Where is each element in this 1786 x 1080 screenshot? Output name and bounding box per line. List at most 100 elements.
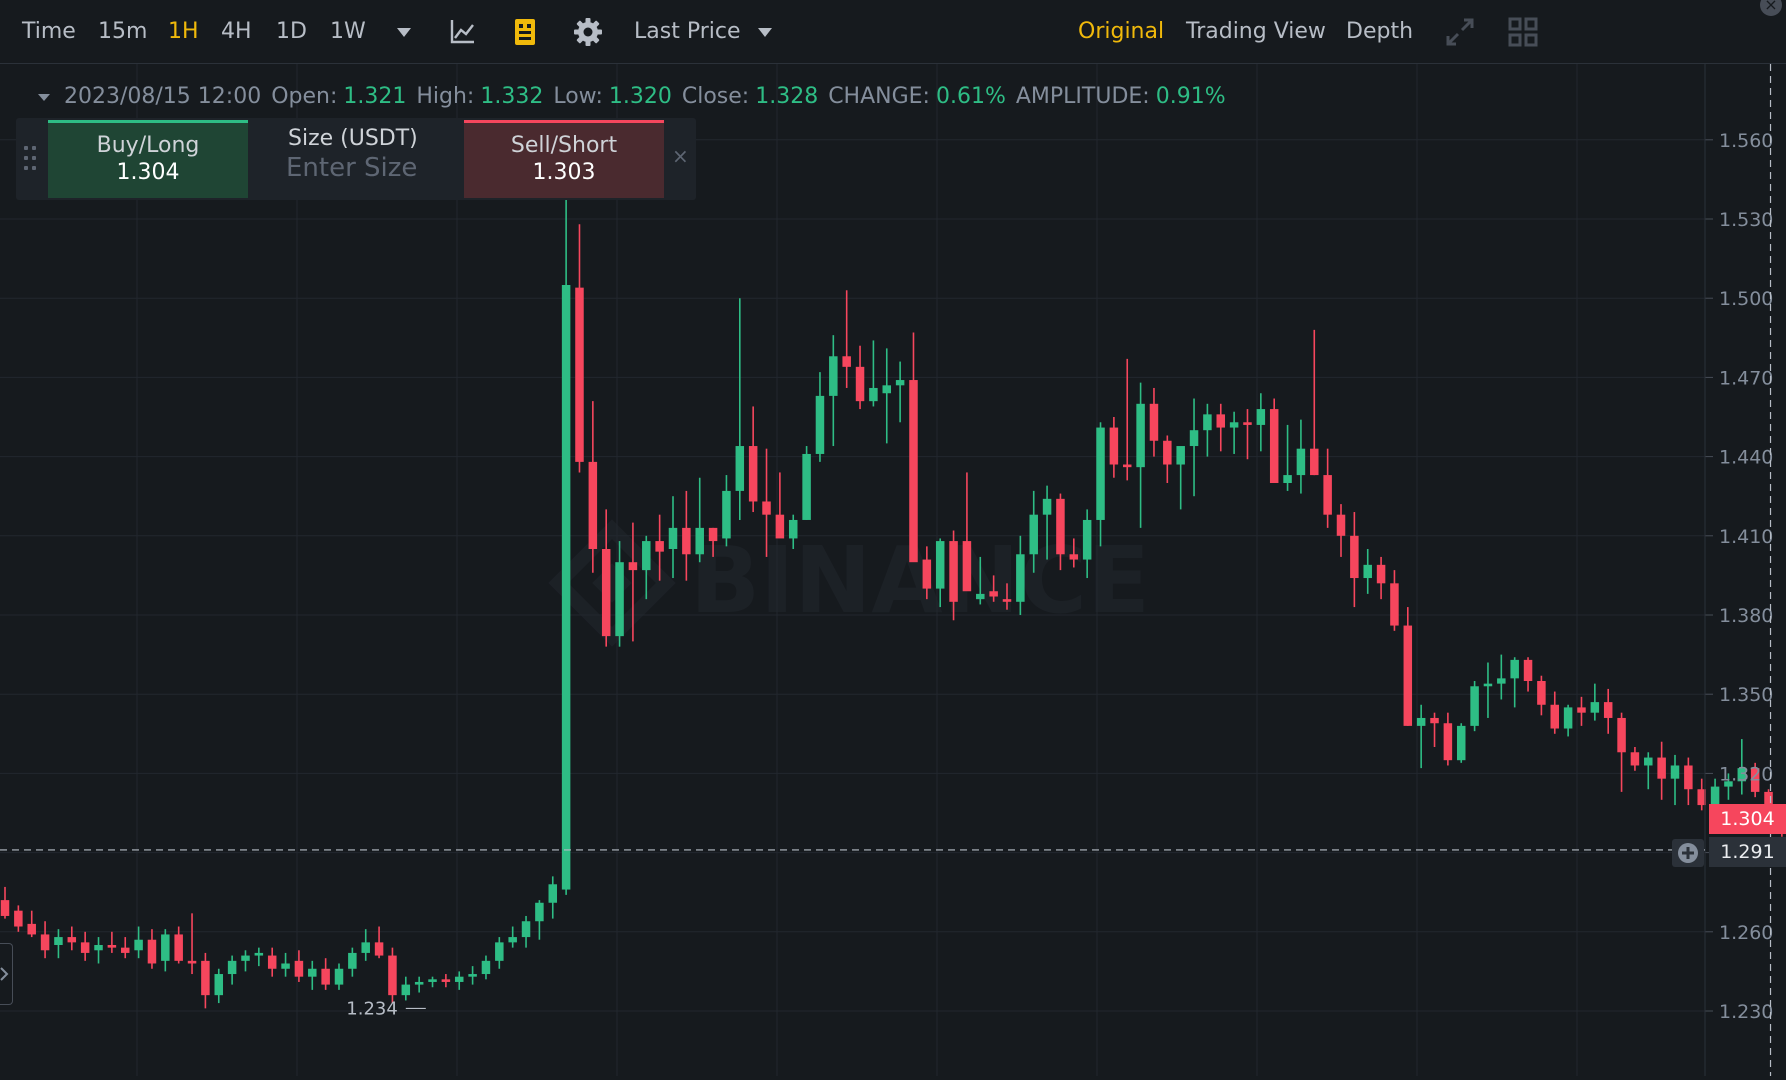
candle[interactable] — [1296, 419, 1306, 494]
candle[interactable] — [642, 535, 651, 600]
candle[interactable] — [1737, 739, 1747, 795]
add-order-plus-icon[interactable] — [1672, 839, 1704, 867]
time-interval-button[interactable]: Time — [22, 19, 76, 44]
candle[interactable] — [561, 145, 571, 895]
candle[interactable] — [174, 926, 183, 964]
candle[interactable] — [682, 490, 691, 581]
candle[interactable] — [80, 931, 90, 961]
candle[interactable] — [815, 372, 825, 462]
candle[interactable] — [1283, 424, 1292, 491]
candle[interactable] — [935, 538, 945, 608]
candle[interactable] — [1203, 403, 1212, 457]
candle[interactable] — [829, 335, 838, 447]
candle[interactable] — [428, 976, 437, 988]
candle[interactable] — [1657, 741, 1666, 800]
candle[interactable] — [254, 947, 264, 967]
candle[interactable] — [1670, 754, 1680, 806]
buy-long-button[interactable]: Buy/Long 1.304 — [48, 120, 248, 198]
candle[interactable] — [962, 472, 972, 592]
candle[interactable] — [1697, 778, 1706, 811]
candle[interactable] — [1497, 654, 1506, 700]
candle[interactable] — [976, 556, 985, 605]
candle[interactable] — [989, 575, 998, 602]
candle[interactable] — [40, 921, 50, 959]
candle[interactable] — [628, 522, 638, 642]
candle[interactable] — [1163, 435, 1172, 483]
candle[interactable] — [14, 905, 23, 932]
candle[interactable] — [1002, 583, 1012, 610]
layout-grid-icon[interactable] — [1505, 14, 1541, 50]
candle[interactable] — [1563, 704, 1573, 737]
fullscreen-icon[interactable] — [1442, 14, 1478, 50]
candlestick-chart[interactable]: BINANCE 1.5581.234 1.5601.5301.5001.4701… — [0, 64, 1786, 1076]
candle[interactable] — [895, 361, 905, 423]
candle[interactable] — [1363, 549, 1372, 594]
candle[interactable] — [695, 477, 704, 563]
interval-15m-button[interactable]: 15m — [98, 19, 148, 44]
candle[interactable] — [1096, 422, 1105, 547]
candle[interactable] — [1323, 448, 1332, 528]
candle[interactable] — [668, 496, 678, 579]
candle[interactable] — [548, 876, 558, 919]
size-input[interactable] — [286, 153, 446, 183]
candle[interactable] — [1443, 712, 1453, 766]
candle[interactable] — [107, 931, 117, 953]
candle[interactable] — [1416, 704, 1426, 769]
candle[interactable] — [361, 929, 370, 961]
candle[interactable] — [1216, 403, 1226, 452]
candle[interactable] — [1149, 387, 1159, 457]
candle[interactable] — [1390, 570, 1399, 631]
candle[interactable] — [1630, 747, 1640, 771]
candle[interactable] — [1590, 683, 1600, 721]
candle[interactable] — [120, 937, 130, 959]
candle[interactable] — [414, 976, 424, 993]
candle[interactable] — [762, 448, 771, 557]
candle[interactable] — [1350, 512, 1359, 608]
candle[interactable] — [241, 950, 250, 972]
candle[interactable] — [1376, 556, 1386, 600]
candle[interactable] — [1510, 657, 1519, 708]
candle[interactable] — [1537, 675, 1546, 716]
candle[interactable] — [454, 971, 464, 990]
view-depth-tab[interactable]: Depth — [1346, 19, 1414, 44]
candle[interactable] — [1122, 358, 1132, 481]
candle[interactable] — [1269, 398, 1279, 483]
candle[interactable] — [0, 886, 10, 919]
candle[interactable] — [281, 952, 290, 977]
expand-drawing-tools-tab[interactable] — [0, 943, 13, 1005]
candle[interactable] — [27, 910, 36, 938]
candle[interactable] — [588, 401, 598, 573]
candle[interactable] — [161, 929, 170, 972]
candle[interactable] — [1724, 773, 1733, 800]
candle[interactable] — [708, 527, 718, 557]
candle[interactable] — [1056, 493, 1065, 571]
view-trading-view-tab[interactable]: Trading View — [1186, 19, 1326, 44]
candle[interactable] — [1684, 757, 1693, 806]
candle[interactable] — [1189, 398, 1199, 497]
candle[interactable] — [1523, 657, 1533, 692]
candle[interactable] — [922, 546, 932, 600]
candle[interactable] — [521, 915, 531, 948]
candle[interactable] — [1470, 681, 1479, 732]
candle[interactable] — [1403, 607, 1413, 726]
candle[interactable] — [535, 900, 544, 940]
candle[interactable] — [374, 926, 384, 959]
candle[interactable] — [882, 348, 892, 444]
candle[interactable] — [601, 509, 611, 647]
candle[interactable] — [495, 937, 504, 969]
interval-1h-button[interactable]: 1H — [168, 19, 199, 44]
candle[interactable] — [855, 345, 865, 410]
candle[interactable] — [94, 937, 103, 964]
candle[interactable] — [735, 298, 745, 520]
candle[interactable] — [214, 968, 224, 1004]
candle[interactable] — [388, 947, 397, 1004]
candle[interactable] — [1603, 688, 1613, 734]
candle[interactable] — [842, 290, 851, 388]
candle[interactable] — [1229, 411, 1239, 454]
interval-4h-button[interactable]: 4H — [221, 19, 252, 44]
candle[interactable] — [1336, 504, 1346, 557]
candle[interactable] — [1176, 446, 1185, 510]
candle[interactable] — [1069, 538, 1079, 568]
candle[interactable] — [1644, 752, 1653, 790]
candle[interactable] — [321, 958, 330, 990]
